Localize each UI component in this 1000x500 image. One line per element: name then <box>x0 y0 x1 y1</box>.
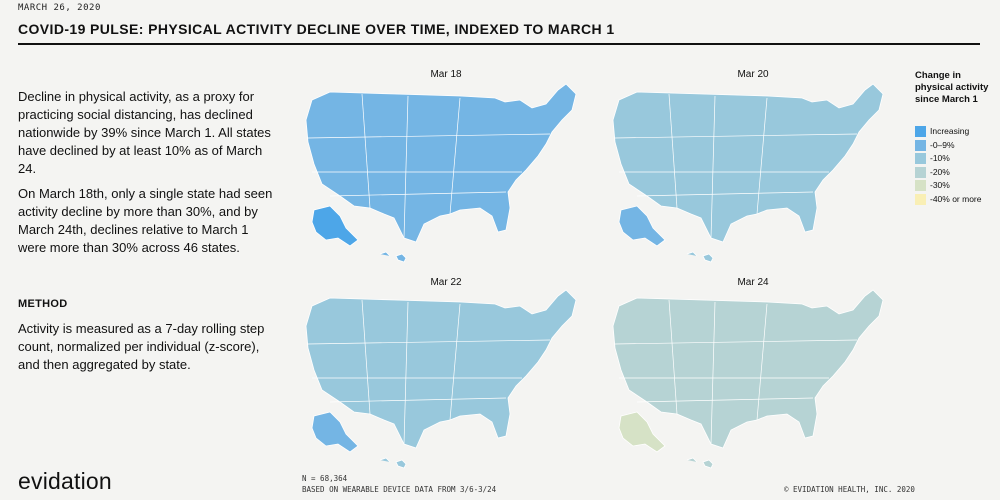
alaska-shape <box>618 205 666 247</box>
copyright-note: © EVIDATION HEALTH, INC. 2020 <box>784 485 915 494</box>
state-border <box>668 299 678 415</box>
hawaii-shape <box>686 457 714 469</box>
us-map-mar-20 <box>612 83 884 263</box>
contiguous-us-shape <box>612 83 884 243</box>
map-label-mar-22: Mar 22 <box>430 277 462 288</box>
state-border <box>329 191 507 197</box>
state-border <box>403 301 409 445</box>
hawaii-shape <box>379 251 407 263</box>
us-map-mar-24 <box>612 289 884 469</box>
us-map-mar-22 <box>305 289 577 469</box>
method-heading: METHOD <box>18 298 68 310</box>
report-date: MARCH 26, 2020 <box>18 3 101 13</box>
legend-label: Increasing <box>930 126 970 136</box>
hawaii-shape <box>379 457 407 469</box>
legend-label: -0–9% <box>930 139 955 150</box>
state-border <box>307 339 551 345</box>
title-divider <box>18 43 980 45</box>
state-border <box>361 93 371 209</box>
legend-swatch <box>915 153 926 164</box>
legend-label: -40% or more <box>930 193 982 204</box>
state-border <box>668 93 678 209</box>
map-label-mar-24: Mar 24 <box>737 277 769 288</box>
state-border <box>449 303 461 421</box>
legend-swatch <box>915 166 926 178</box>
map-label-mar-18: Mar 18 <box>430 69 462 80</box>
state-border <box>636 191 814 197</box>
legend-swatch <box>915 193 926 205</box>
state-border <box>403 95 409 239</box>
state-border <box>710 95 716 239</box>
state-border <box>614 133 858 139</box>
legend-title: Change in physical activity since March … <box>915 70 989 105</box>
alaska-shape <box>311 411 359 453</box>
contiguous-us-shape <box>305 83 577 243</box>
map-label-mar-20: Mar 20 <box>737 69 769 80</box>
legend-swatch <box>915 139 926 151</box>
data-basis-note: BASED ON WEARABLE DEVICE DATA FROM 3/6-3… <box>302 485 497 494</box>
legend-label: -10% <box>930 153 950 163</box>
legend-label: -30% <box>930 180 950 190</box>
contiguous-us-shape <box>612 289 884 449</box>
summary-paragraph: Decline in physical activity, as a proxy… <box>18 89 271 176</box>
evidation-logo: evidation <box>18 468 112 494</box>
state-border <box>449 97 461 215</box>
legend-swatch <box>915 126 926 137</box>
state-border <box>756 303 768 421</box>
us-map-mar-18 <box>305 83 577 263</box>
detail-paragraph: On March 18th, only a single state had s… <box>18 186 273 255</box>
method-paragraph: Activity is measured as a 7-day rolling … <box>18 321 265 372</box>
state-border <box>756 97 768 215</box>
state-border <box>307 133 551 139</box>
state-border <box>614 339 858 345</box>
hawaii-shape <box>686 251 714 263</box>
state-border <box>329 397 507 403</box>
alaska-shape <box>311 205 359 247</box>
sample-size-note: N = 68,364 <box>302 474 348 483</box>
state-border <box>710 301 716 445</box>
contiguous-us-shape <box>305 289 577 449</box>
legend-label: -20% <box>930 166 950 177</box>
page-title: COVID-19 PULSE: PHYSICAL ACTIVITY DECLIN… <box>18 21 615 37</box>
alaska-shape <box>618 411 666 453</box>
legend-swatch <box>915 180 926 191</box>
state-border <box>361 299 371 415</box>
state-border <box>636 397 814 403</box>
